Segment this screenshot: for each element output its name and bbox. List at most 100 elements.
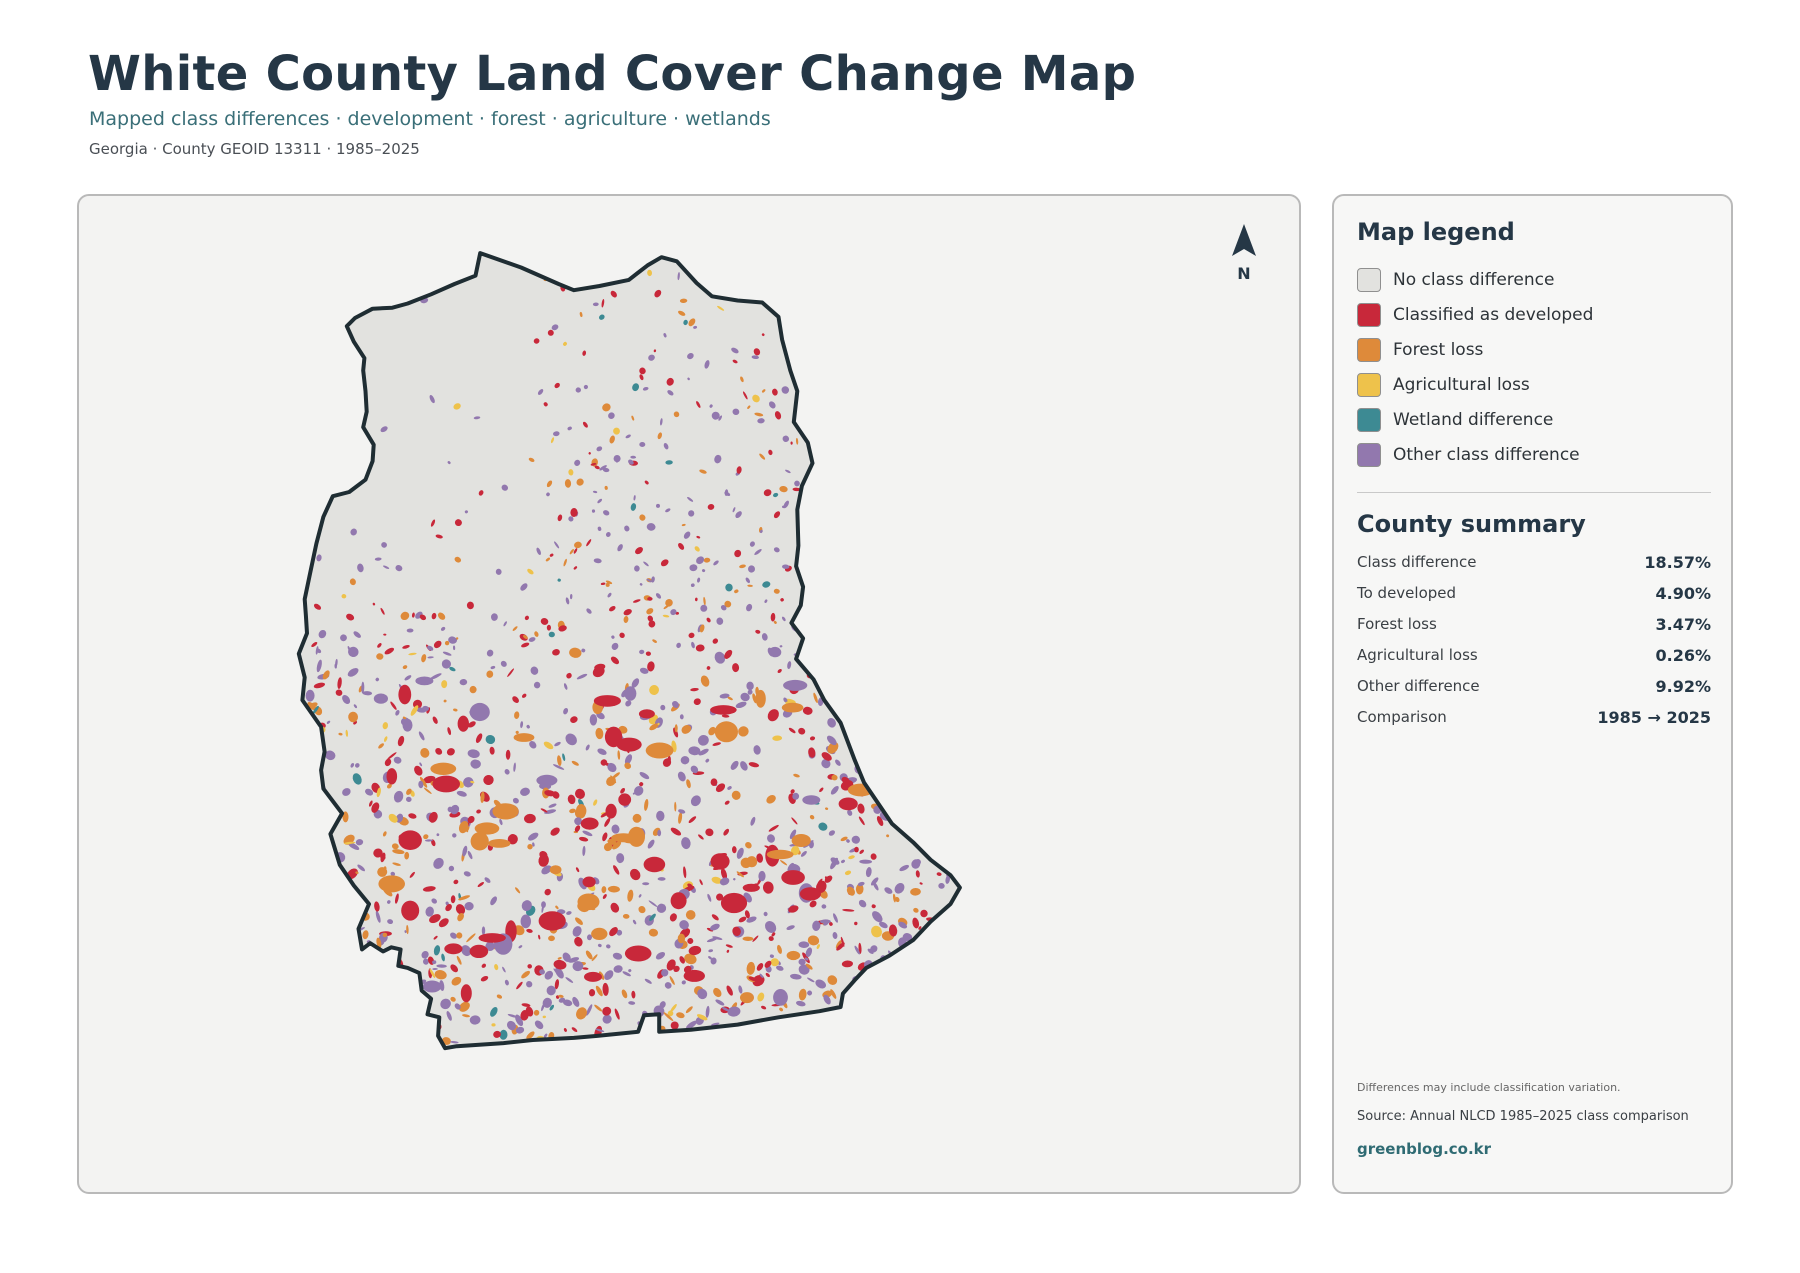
- change-patch: [327, 954, 332, 959]
- change-patch: [298, 775, 302, 779]
- change-patch: [660, 418, 663, 426]
- change-patch: [381, 542, 387, 548]
- change-patch: [827, 399, 835, 408]
- change-patch: [630, 455, 637, 459]
- change-patch: [315, 646, 319, 655]
- change-patch: [446, 1011, 452, 1021]
- change-patch: [536, 547, 541, 555]
- change-patch: [940, 642, 947, 650]
- change-patch: [648, 900, 658, 907]
- change-cluster: [799, 887, 822, 901]
- change-patch: [537, 389, 544, 395]
- change-patch: [677, 933, 686, 944]
- change-patch: [566, 672, 572, 679]
- change-patch: [632, 599, 641, 603]
- change-patch: [768, 824, 779, 832]
- change-patch: [755, 629, 761, 634]
- change-patch: [679, 714, 684, 720]
- change-patch: [313, 603, 322, 610]
- change-patch: [884, 887, 893, 894]
- stat-value: 4.90%: [1655, 583, 1711, 603]
- change-patch: [831, 774, 838, 781]
- change-patch: [586, 1004, 593, 1016]
- change-patch: [879, 921, 888, 929]
- change-patch: [851, 512, 859, 518]
- change-patch: [425, 906, 434, 917]
- change-patch: [387, 1042, 392, 1048]
- change-patch: [377, 867, 388, 877]
- change-patch: [523, 635, 528, 639]
- change-patch: [830, 989, 837, 999]
- change-patch: [785, 469, 791, 474]
- change-patch: [904, 393, 911, 400]
- change-patch: [582, 845, 586, 857]
- change-patch: [546, 624, 552, 631]
- change-patch: [514, 711, 520, 719]
- legend-item-wetland: Wetland difference: [1357, 406, 1553, 434]
- change-patch: [550, 827, 560, 836]
- change-patch: [720, 604, 727, 611]
- change-patch: [886, 834, 890, 838]
- change-patch: [364, 1024, 371, 1032]
- change-cluster: [488, 839, 511, 848]
- change-cluster: [422, 980, 442, 993]
- change-patch: [568, 516, 574, 522]
- change-patch: [851, 835, 860, 844]
- change-patch: [911, 708, 920, 716]
- change-patch: [850, 996, 855, 1007]
- change-patch: [592, 302, 599, 307]
- change-patch: [310, 988, 315, 995]
- change-patch: [846, 839, 850, 843]
- change-patch: [700, 604, 708, 612]
- change-patch: [904, 528, 911, 535]
- change-patch: [882, 755, 887, 761]
- change-cluster: [582, 876, 596, 888]
- change-patch: [521, 1003, 531, 1007]
- change-patch: [830, 280, 839, 289]
- brand-link[interactable]: greenblog.co.kr: [1357, 1140, 1492, 1158]
- change-patch: [855, 883, 864, 895]
- change-patch: [703, 557, 711, 563]
- change-patch: [688, 510, 695, 517]
- change-patch: [402, 718, 413, 732]
- change-patch: [915, 859, 921, 865]
- change-patch: [843, 694, 851, 703]
- change-patch: [441, 659, 451, 669]
- county-map[interactable]: [79, 196, 1301, 1194]
- change-patch: [754, 549, 762, 555]
- change-patch: [480, 791, 485, 803]
- change-patch: [822, 337, 826, 344]
- change-patch: [841, 960, 853, 968]
- change-patch: [858, 899, 867, 908]
- stat-row-comparison: Comparison 1985 → 2025: [1357, 706, 1711, 728]
- change-patch: [441, 953, 445, 962]
- change-patch: [670, 827, 682, 836]
- change-patch: [563, 341, 567, 346]
- change-patch: [624, 525, 630, 532]
- change-patch: [528, 637, 536, 642]
- change-patch: [579, 311, 583, 318]
- change-patch: [480, 975, 489, 982]
- change-patch: [788, 905, 799, 913]
- change-patch: [690, 255, 694, 258]
- change-patch: [604, 485, 608, 490]
- change-patch: [520, 583, 528, 591]
- change-patch: [770, 958, 779, 967]
- change-patch: [473, 416, 481, 420]
- change-patch: [572, 961, 584, 972]
- change-patch: [688, 945, 702, 956]
- change-patch: [835, 940, 842, 949]
- change-patch: [821, 752, 832, 761]
- change-patch: [805, 947, 813, 958]
- change-patch: [507, 834, 518, 845]
- change-patch: [518, 945, 523, 949]
- change-patch: [621, 989, 628, 999]
- change-patch: [944, 721, 951, 726]
- change-patch: [402, 665, 408, 670]
- change-patch: [756, 853, 764, 863]
- change-patch: [639, 583, 643, 586]
- change-cluster: [616, 737, 642, 752]
- map-panel[interactable]: [77, 194, 1301, 1194]
- change-patch: [746, 856, 758, 868]
- change-patch: [830, 603, 837, 610]
